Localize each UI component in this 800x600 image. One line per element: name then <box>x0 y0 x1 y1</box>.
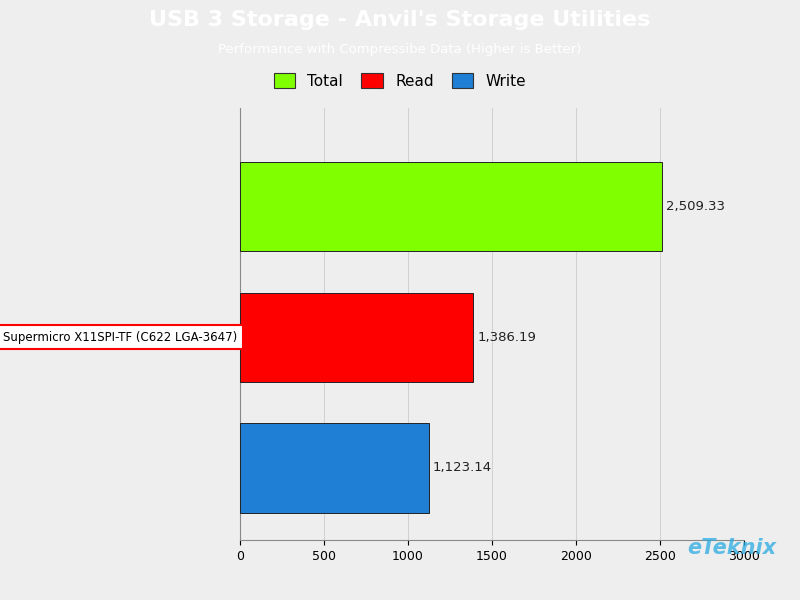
Text: eTeknix: eTeknix <box>687 538 776 558</box>
Text: 1,386.19: 1,386.19 <box>477 331 536 344</box>
Text: USB 3 Storage - Anvil's Storage Utilities: USB 3 Storage - Anvil's Storage Utilitie… <box>150 10 650 30</box>
Bar <box>240 293 473 382</box>
Text: 1,123.14: 1,123.14 <box>433 461 492 475</box>
Bar <box>240 424 429 512</box>
Text: 2,509.33: 2,509.33 <box>666 200 725 212</box>
Text: Supermicro X11SPI-TF (C622 LGA-3647): Supermicro X11SPI-TF (C622 LGA-3647) <box>3 331 237 344</box>
Bar <box>240 161 662 251</box>
Text: Performance with Compressibe Data (Higher is Better): Performance with Compressibe Data (Highe… <box>218 43 582 56</box>
Legend: Total, Read, Write: Total, Read, Write <box>274 73 526 89</box>
